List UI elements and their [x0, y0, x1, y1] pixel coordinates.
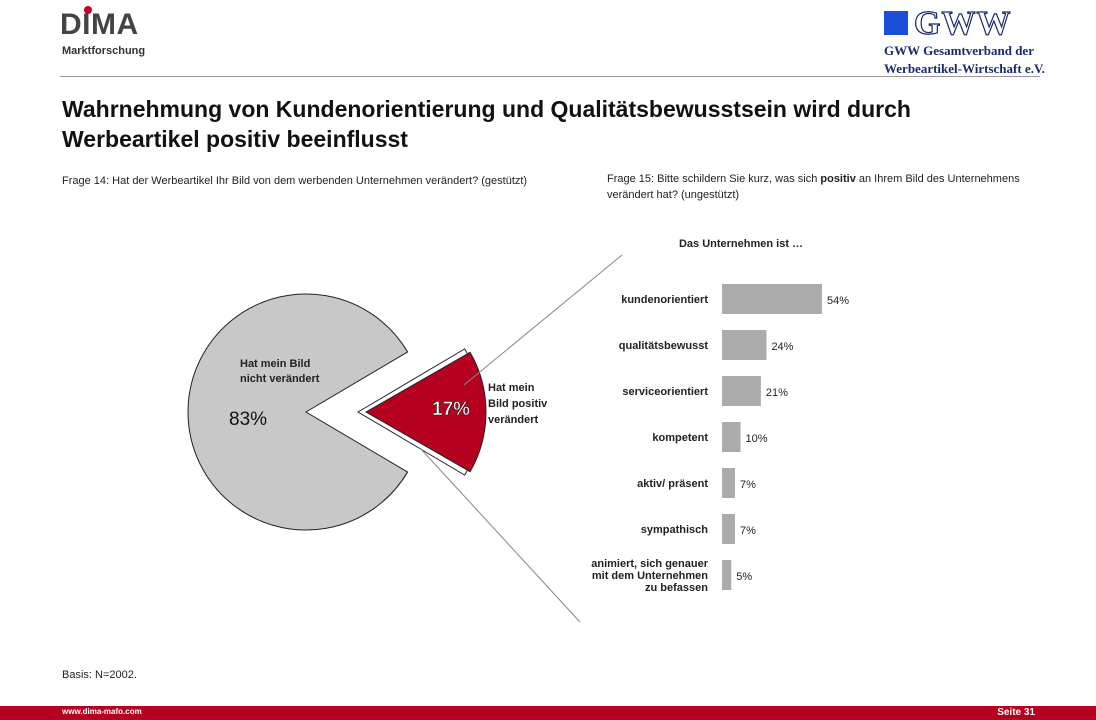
gww-logo-line-1: GWW Gesamtverband der	[884, 43, 1034, 58]
header-divider	[60, 76, 1040, 77]
pie-label-positive-line: Hat mein	[488, 382, 535, 394]
bar-category-label: zu befassen	[645, 582, 708, 594]
bar-category-label: qualitätsbewusst	[619, 340, 709, 352]
dima-logo-subtitle: Marktforschung	[62, 45, 146, 57]
bar	[722, 284, 822, 314]
connector-line-bottom	[419, 447, 581, 623]
dima-logo-dot	[84, 6, 92, 14]
bar-value-label: 21%	[766, 387, 788, 399]
question-15: Frage 15: Bitte schildern Sie kurz, was …	[607, 171, 1037, 203]
question-15-part-2: an Ihrem Bild des Unternehmens verändert…	[607, 173, 1020, 201]
gww-logo-line-2: Werbeartikel-Wirtschaft e.V.	[884, 61, 1045, 76]
bar-value-label: 10%	[746, 433, 768, 445]
connector-line-top	[463, 254, 623, 386]
bar-chart-title: Das Unternehmen ist …	[679, 238, 803, 250]
bar-value-label: 5%	[736, 571, 752, 583]
bar-category-label: kompetent	[652, 432, 708, 444]
bar-category-label: sympathisch	[641, 524, 709, 536]
bar	[722, 560, 732, 590]
bar	[722, 422, 741, 452]
gww-logo-text: GWW	[913, 4, 1012, 42]
bar	[722, 514, 735, 544]
dima-logo-text: DIMA	[60, 8, 139, 41]
pie-slice-exploded	[364, 351, 487, 473]
bar-category-label: aktiv/ präsent	[637, 478, 708, 490]
bar-category-label: serviceorientiert	[622, 386, 708, 398]
bar-category-label: animiert, sich genauer	[591, 558, 708, 570]
pie-label-positive-line: verändert	[488, 414, 538, 426]
question-14: Frage 14: Hat der Werbeartikel Ihr Bild …	[62, 175, 528, 187]
pie-value-positive: 17%	[432, 399, 470, 420]
pie-value-unchanged: 83%	[229, 409, 267, 430]
bar-value-label: 7%	[740, 479, 756, 491]
footer-bar	[0, 706, 1096, 720]
bar	[722, 468, 735, 498]
footer-url: www.dima-mafo.com	[62, 707, 142, 716]
page-title: Wahrnehmung von Kundenorientierung und Q…	[62, 96, 911, 152]
pie-label-unchanged-line: nicht verändert	[240, 373, 320, 385]
pie-label-positive-line: Bild positiv	[488, 398, 548, 410]
bar-value-label: 7%	[740, 525, 756, 537]
dima-logo: DIMA Marktforschung	[60, 6, 180, 66]
page-number: Seite 31	[997, 707, 1035, 718]
question-15-part-1: Frage 15: Bitte schildern Sie kurz, was …	[607, 173, 821, 185]
bar	[722, 376, 761, 406]
bar	[722, 330, 767, 360]
bar-value-label: 54%	[827, 295, 849, 307]
gww-logo-square	[884, 11, 908, 35]
pie-slice-main	[187, 293, 409, 531]
basis-note: Basis: N=2002.	[62, 669, 137, 681]
pie-label-unchanged-line: Hat mein Bild	[240, 358, 310, 370]
question-15-emphasis: positiv	[820, 173, 856, 185]
bar-value-label: 24%	[771, 341, 793, 353]
bar-category-label: mit dem Unternehmen	[592, 570, 708, 582]
bar-category-label: kundenorientiert	[621, 294, 708, 306]
